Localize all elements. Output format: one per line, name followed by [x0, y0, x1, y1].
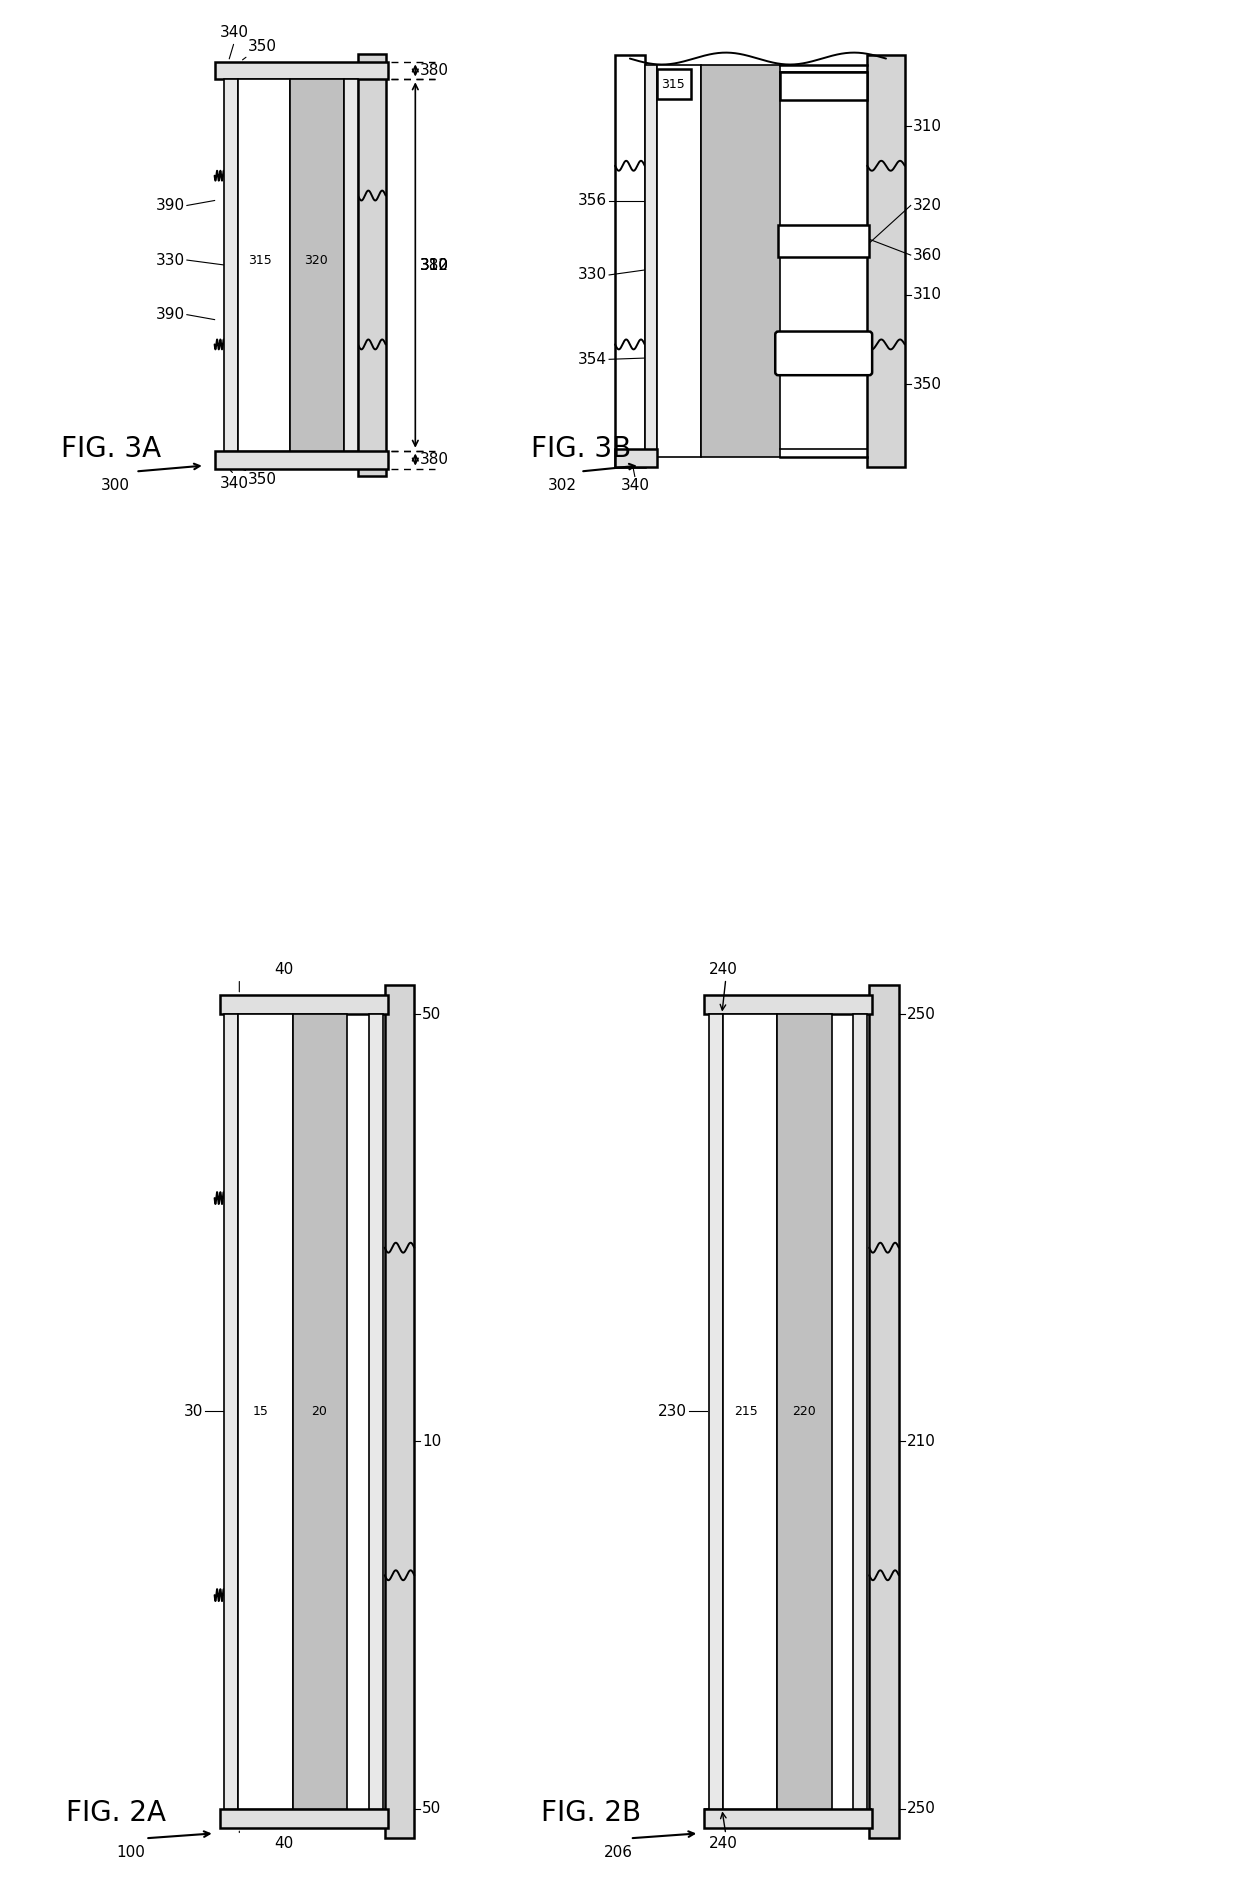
Bar [345, 79, 358, 451]
Bar [867, 54, 905, 466]
Text: 302: 302 [548, 479, 577, 494]
Bar [853, 1014, 867, 1809]
Text: 100: 100 [117, 1846, 145, 1861]
Bar [215, 62, 388, 79]
Text: FIG. 2B: FIG. 2B [541, 1799, 641, 1827]
Text: 310: 310 [913, 118, 941, 133]
Text: 40: 40 [274, 1837, 294, 1852]
Bar [779, 225, 869, 257]
Text: FIG. 3B: FIG. 3B [531, 434, 631, 462]
Text: 330: 330 [578, 267, 608, 282]
Bar [780, 73, 867, 100]
Text: 215: 215 [734, 1405, 758, 1418]
Text: 250: 250 [906, 1801, 936, 1816]
Text: 380: 380 [420, 64, 449, 79]
Text: 350: 350 [248, 39, 278, 54]
Bar [645, 64, 657, 456]
Text: FIG. 2A: FIG. 2A [66, 1799, 166, 1827]
Text: 330: 330 [156, 252, 185, 267]
Text: 310: 310 [913, 287, 941, 302]
Bar [238, 79, 290, 451]
Text: 320: 320 [913, 197, 941, 212]
Text: 360: 360 [913, 248, 942, 263]
Bar [368, 1014, 383, 1809]
Text: 230: 230 [658, 1405, 687, 1420]
Text: 20: 20 [311, 1405, 327, 1418]
Text: 356: 356 [578, 193, 608, 208]
Text: 206: 206 [604, 1846, 632, 1861]
Bar [657, 64, 701, 456]
Bar [704, 995, 872, 1014]
Text: 340: 340 [620, 479, 650, 494]
Bar [358, 54, 386, 477]
Text: 40: 40 [274, 962, 294, 977]
Text: 10: 10 [423, 1433, 441, 1448]
Bar [384, 984, 414, 1839]
Text: 310: 310 [420, 257, 449, 272]
Bar [615, 54, 645, 466]
Text: 390: 390 [156, 308, 185, 323]
Bar [777, 1014, 832, 1809]
Text: 50: 50 [423, 1801, 441, 1816]
Text: 250: 250 [906, 1007, 936, 1022]
Text: 50: 50 [423, 1007, 441, 1022]
Bar [224, 79, 238, 451]
Text: 340: 340 [219, 24, 249, 39]
Bar [293, 1014, 347, 1809]
Text: FIG. 3A: FIG. 3A [61, 434, 161, 462]
Text: 350: 350 [913, 377, 941, 393]
Bar [709, 1014, 723, 1809]
Text: 340: 340 [219, 477, 249, 492]
Text: 320: 320 [305, 254, 329, 267]
Bar [224, 1014, 238, 1809]
Bar [723, 1014, 777, 1809]
Bar [704, 1809, 872, 1829]
FancyBboxPatch shape [775, 332, 872, 376]
Bar [238, 1014, 293, 1809]
Bar [215, 451, 388, 468]
Text: 310: 310 [420, 257, 449, 272]
Bar [219, 1809, 388, 1829]
Text: 390: 390 [156, 197, 185, 212]
Bar [290, 79, 345, 451]
Bar [219, 995, 388, 1014]
Text: 350: 350 [248, 473, 278, 488]
Text: 220: 220 [792, 1405, 816, 1418]
Bar [615, 449, 657, 466]
Text: 380: 380 [420, 453, 449, 468]
Bar [657, 69, 691, 100]
Text: 240: 240 [709, 962, 738, 977]
Text: 15: 15 [253, 1405, 269, 1418]
Text: 300: 300 [102, 479, 130, 494]
Text: 354: 354 [578, 351, 608, 366]
Text: 315: 315 [248, 254, 272, 267]
Bar [869, 984, 899, 1839]
Text: 30: 30 [184, 1405, 202, 1420]
Bar [701, 64, 780, 456]
Text: 210: 210 [906, 1433, 936, 1448]
Text: 315: 315 [661, 77, 686, 90]
Text: 240: 240 [709, 1837, 738, 1852]
Text: 382: 382 [420, 257, 449, 272]
